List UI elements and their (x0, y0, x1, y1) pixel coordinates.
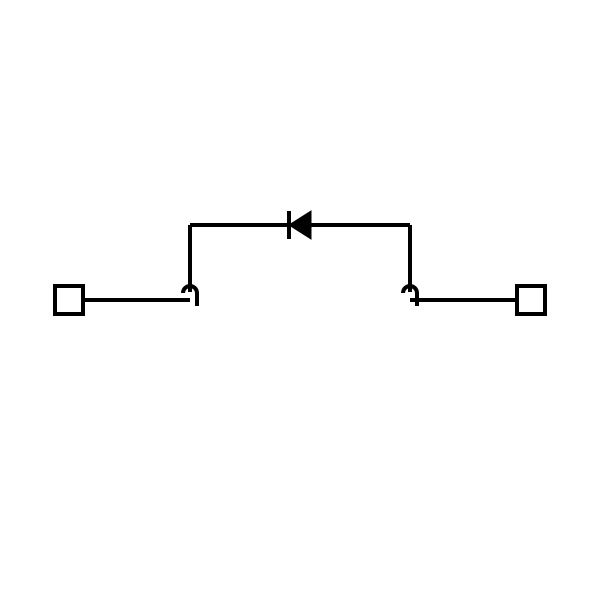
circuit-diagram (0, 0, 600, 600)
diode-triangle (289, 211, 311, 239)
terminal-left (55, 286, 83, 314)
terminal-right (517, 286, 545, 314)
